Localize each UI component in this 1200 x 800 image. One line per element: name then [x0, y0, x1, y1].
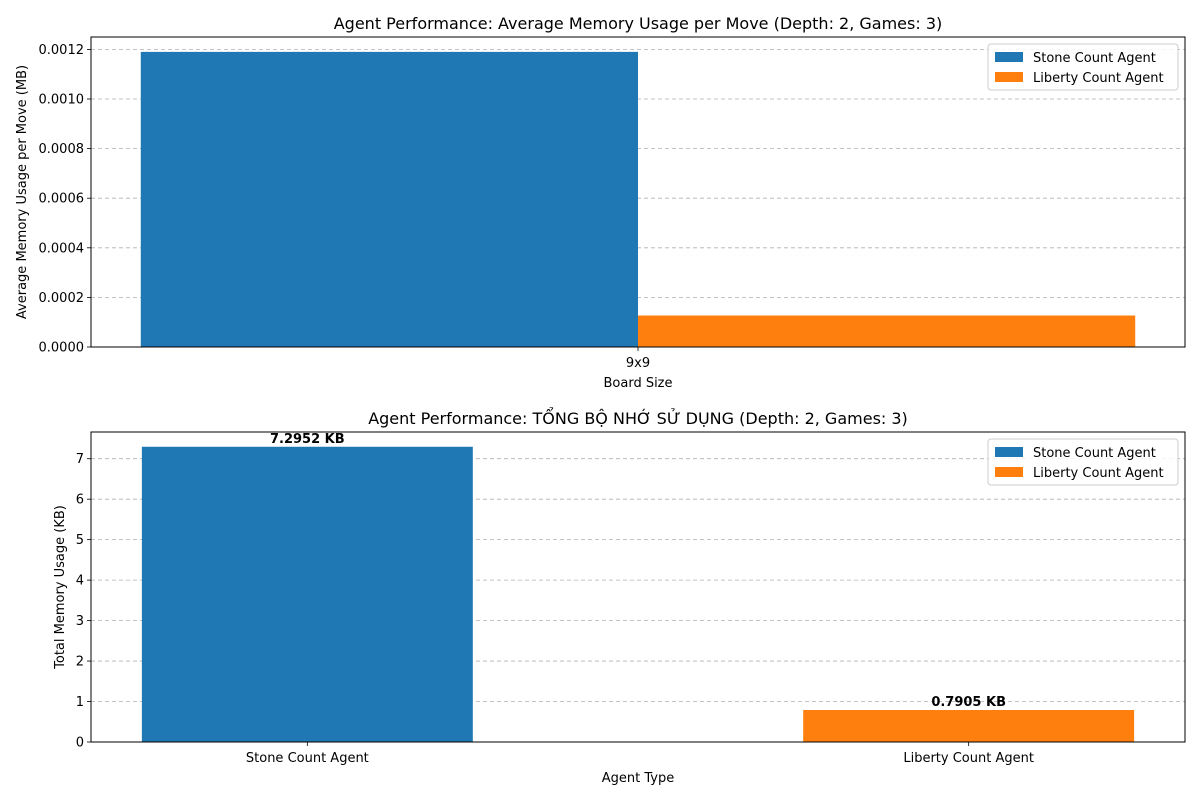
x-tick-label: Liberty Count Agent	[903, 751, 1034, 766]
bar-liberty-count-agent	[803, 710, 1135, 742]
y-tick-label: 2	[76, 655, 84, 670]
y-tick-label: 0.0000	[39, 341, 85, 356]
legend-entry-label: Stone Count Agent	[1033, 446, 1156, 461]
x-tick-label: 9x9	[626, 356, 650, 371]
y-tick-label: 0.0008	[39, 142, 85, 157]
bar-stone-count-agent	[140, 51, 639, 347]
bar-value-label: 7.2952 KB	[270, 432, 345, 447]
bar-liberty-count-agent	[638, 315, 1136, 347]
y-tick-label: 0.0012	[39, 43, 85, 58]
y-axis-label: Average Memory Usage per Move (MB)	[15, 65, 30, 319]
y-tick-label: 1	[76, 695, 84, 710]
y-tick-label: 0.0004	[39, 241, 85, 256]
legend-swatch	[995, 52, 1023, 62]
x-tick-label: Stone Count Agent	[246, 751, 369, 766]
legend: Stone Count Agent Liberty Count Agent	[987, 43, 1179, 91]
y-tick-label: 0.0002	[39, 291, 85, 306]
y-tick-label: 7	[76, 452, 84, 467]
chart-title: Agent Performance: Average Memory Usage …	[334, 14, 943, 33]
y-tick-label: 0	[76, 736, 84, 751]
legend-swatch	[995, 72, 1023, 82]
legend-entry-label: Stone Count Agent	[1033, 51, 1156, 66]
y-tick-label: 5	[76, 533, 84, 548]
legend-entry-label: Liberty Count Agent	[1033, 71, 1164, 86]
legend-entry-label: Liberty Count Agent	[1033, 466, 1164, 481]
y-tick-label: 0.0010	[39, 93, 85, 108]
legend-swatch	[995, 447, 1023, 457]
x-axis-label: Agent Type	[602, 771, 674, 786]
y-tick-label: 3	[76, 614, 84, 629]
legend: Stone Count Agent Liberty Count Agent	[987, 438, 1179, 486]
legend-box	[987, 43, 1179, 91]
chart-title: Agent Performance: TỔNG BỘ NHỚ SỬ DỤNG (…	[368, 407, 908, 428]
plot-frame	[90, 36, 1186, 348]
bar-stone-count-agent	[141, 446, 473, 742]
bar-value-label: 0.7905 KB	[931, 695, 1006, 710]
y-axis-label: Total Memory Usage (KB)	[53, 505, 68, 670]
x-axis-label: Board Size	[603, 376, 672, 391]
plot-frame	[90, 431, 1186, 743]
y-tick-label: 6	[76, 493, 84, 508]
chart-total-memory-usage: 0 1 2 3 4 5 6 7 7.2952 KB Stone Count Agent 0.7905…	[53, 407, 1186, 786]
legend-box	[987, 438, 1179, 486]
legend-swatch	[995, 467, 1023, 477]
y-tick-label: 4	[76, 574, 84, 589]
chart-avg-memory-per-move: 0.0000 0.0002 0.0004 0.0006 0.0008 0.0010 0.00…	[15, 14, 1186, 391]
y-tick-label: 0.0006	[39, 192, 85, 207]
